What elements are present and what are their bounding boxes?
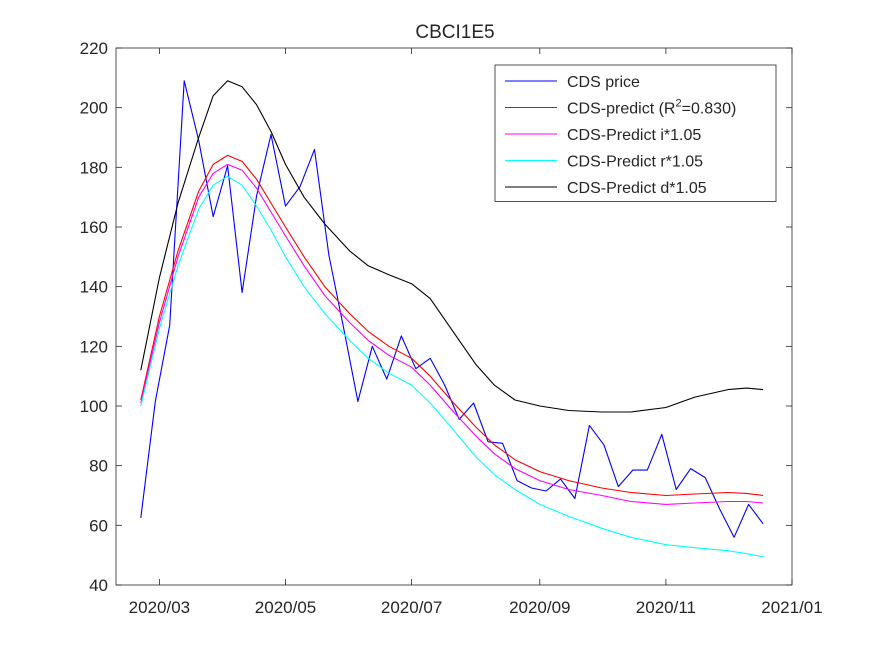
y-tick-label: 200 <box>80 99 108 118</box>
x-tick-label: 2020/03 <box>129 598 190 617</box>
legend-label-text: CDS-Predict i*1.05 <box>567 127 701 144</box>
chart-title: CBCI1E5 <box>415 22 494 43</box>
x-tick-label: 2020/11 <box>636 598 696 617</box>
legend-label-text: CDS-Predict r*1.05 <box>567 154 703 171</box>
legend-label-text: CDS price <box>567 74 640 91</box>
x-tick-label: 2021/01 <box>761 598 822 617</box>
series-line-3 <box>140 175 764 558</box>
legend-label-0: CDS price <box>567 74 640 91</box>
y-tick-label: 180 <box>80 158 108 177</box>
legend-label-3: CDS-Predict r*1.05 <box>567 154 703 171</box>
x-tick-label: 2020/07 <box>381 598 442 617</box>
series-line-1 <box>140 154 764 497</box>
legend-label-text: CDS-Predict d*1.05 <box>567 180 707 197</box>
legend-label-1: CDS-predict (R2=0.830) <box>567 98 736 118</box>
series-line-4 <box>140 80 764 413</box>
x-tick-label: 2020/09 <box>509 598 570 617</box>
y-tick-label: 120 <box>80 337 108 356</box>
y-tick-label: 80 <box>89 457 108 476</box>
y-tick-label: 60 <box>89 516 108 535</box>
legend-superscript: 2 <box>675 98 681 110</box>
series-line-0 <box>140 80 764 538</box>
plot-area: 40 60 80 100 120 140 160 180 200 220 2020/03 2020/0… <box>80 39 823 617</box>
y-tick-label: 220 <box>80 39 108 58</box>
legend-label-text: CDS-predict (R <box>567 101 675 118</box>
y-tick-label: 140 <box>80 278 108 297</box>
y-tick-label: 40 <box>89 576 108 595</box>
legend-label-suffix: =0.830) <box>682 101 737 118</box>
legend-box <box>494 64 777 202</box>
legend-label-4: CDS-Predict d*1.05 <box>567 180 707 197</box>
y-tick-label: 100 <box>80 397 108 416</box>
series-line-2 <box>140 163 764 505</box>
y-tick-label: 160 <box>80 218 108 237</box>
legend-label-2: CDS-Predict i*1.05 <box>567 127 701 144</box>
x-tick-label: 2020/05 <box>255 598 316 617</box>
